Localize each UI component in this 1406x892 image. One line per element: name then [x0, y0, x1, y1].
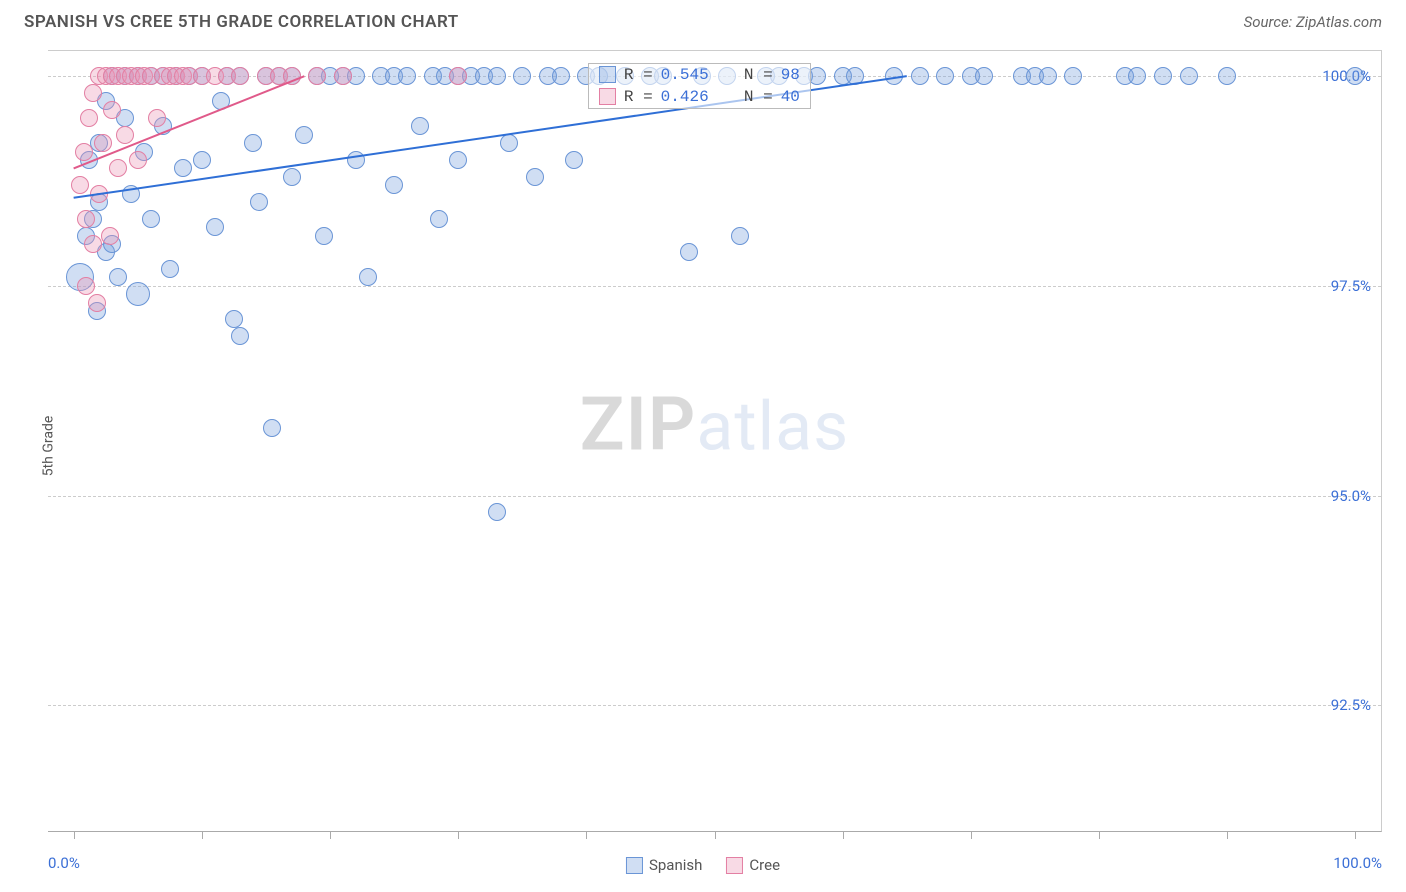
- chart-source: Source: ZipAtlas.com: [1244, 13, 1382, 31]
- legend-item: Spanish: [626, 856, 702, 874]
- stats-r-label: R =: [624, 88, 653, 106]
- legend-item: Cree: [726, 856, 780, 874]
- x-tick: [458, 831, 459, 839]
- x-tick: [1355, 831, 1356, 839]
- x-tick: [715, 831, 716, 839]
- x-tick: [586, 831, 587, 839]
- x-tick: [202, 831, 203, 839]
- stats-r-value: 0.426: [661, 88, 709, 106]
- legend-label: Spanish: [649, 856, 702, 874]
- legend-label: Cree: [749, 856, 780, 874]
- chart-header: SPANISH VS CREE 5TH GRADE CORRELATION CH…: [0, 0, 1406, 40]
- x-tick: [74, 831, 75, 839]
- correlation-stats-box: R = 0.545 N = 98R = 0.426 N = 40: [588, 63, 811, 109]
- stats-n-value: 40: [781, 88, 800, 106]
- x-tick: [971, 831, 972, 839]
- legend: Spanish Cree: [626, 856, 780, 874]
- stats-n-label: N =: [744, 66, 773, 84]
- legend-swatch: [626, 857, 643, 874]
- x-axis-label-max: 100.0%: [1333, 854, 1382, 872]
- chart-title: SPANISH VS CREE 5TH GRADE CORRELATION CH…: [24, 12, 459, 32]
- stats-r-label: R =: [624, 66, 653, 84]
- stats-r-value: 0.545: [661, 66, 709, 84]
- trend-lines-layer: [48, 51, 1381, 831]
- x-axis-label-min: 0.0%: [48, 854, 80, 872]
- trend-line: [74, 76, 305, 168]
- stats-n-value: 98: [781, 66, 800, 84]
- x-tick: [843, 831, 844, 839]
- stats-row: R = 0.426 N = 40: [589, 86, 810, 108]
- x-tick: [330, 831, 331, 839]
- stats-swatch: [599, 66, 616, 83]
- x-tick: [1099, 831, 1100, 839]
- x-tick: [1227, 831, 1228, 839]
- chart-plot-area: 92.5%95.0%97.5%100.0% ZIPatlas R = 0.545…: [48, 50, 1382, 832]
- legend-swatch: [726, 857, 743, 874]
- stats-n-label: N =: [744, 88, 773, 106]
- stats-swatch: [599, 88, 616, 105]
- stats-row: R = 0.545 N = 98: [589, 64, 810, 86]
